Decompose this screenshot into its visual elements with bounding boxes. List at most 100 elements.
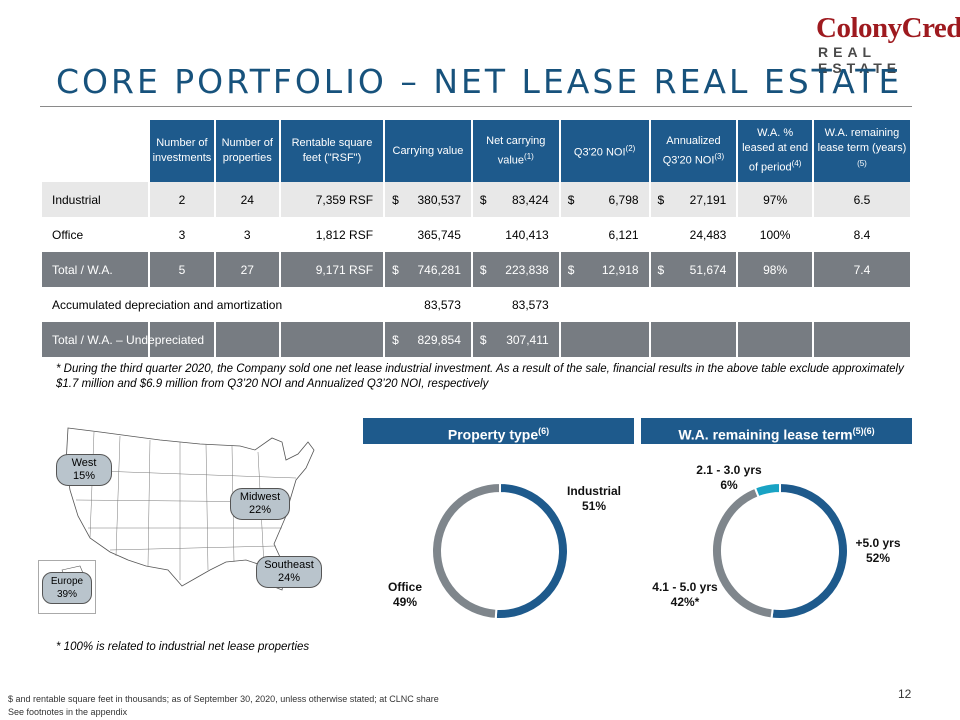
lease-term-slice-0 (770, 481, 849, 620)
table-header-row: Number of investments Number of propertie… (42, 120, 910, 182)
table-cell: 6,121 (561, 217, 649, 252)
table-cell: $51,674 (650, 252, 737, 287)
industrial-slice-value: 51% (581, 499, 607, 513)
table-cell: 1,812 RSF (281, 217, 383, 252)
row-label: Total / W.A. – Undepreciated (42, 322, 204, 357)
industrial-footnote: * 100% is related to industrial net leas… (56, 641, 310, 653)
table-cell (738, 287, 812, 322)
table-cell (215, 322, 279, 357)
lease-term-slice-1 (711, 486, 774, 620)
column-header-label: Carrying value (392, 144, 464, 157)
industrial-slice-name: Industrial (566, 484, 621, 498)
table-cell: 3 (150, 217, 213, 252)
region-west-label: West (71, 457, 97, 469)
table-body: Industrial 2 24 7,359 RSF $380,537 $83,424 $6,… (42, 182, 910, 357)
page-title: CORE PORTFOLIO – NET LEASE REAL ESTATE (56, 62, 903, 101)
cell-value: 307,411 (506, 332, 549, 347)
cell-value: 6,798 (608, 192, 639, 207)
lease-term-label-4-5: 4.1 - 5.0 yrs 42%* (652, 580, 718, 610)
cell-value: 98% (763, 262, 788, 277)
lease-2-3-name: 2.1 - 3.0 yrs (696, 463, 762, 477)
column-header: Carrying value (385, 120, 471, 182)
currency-symbol: $ (392, 332, 399, 347)
cell-value: 3 (178, 227, 186, 242)
table-row: Total / W.A. – Undepreciated $829,854 $307… (42, 322, 910, 357)
column-header-label: Number of investments (152, 137, 212, 164)
column-header-footnote: (1) (524, 151, 534, 161)
region-southeast-value: 24% (277, 572, 301, 584)
currency-symbol: $ (657, 262, 665, 277)
cell-value: 83,424 (511, 192, 549, 207)
currency-symbol: $ (479, 192, 487, 207)
lease-term-title: W.A. remaining lease term (678, 426, 853, 443)
lease-term-donut (711, 481, 849, 620)
cell-value: 223,838 (505, 262, 549, 277)
table-cell: $380,537 (385, 182, 471, 217)
region-europe-value: 39% (56, 589, 77, 600)
cell-value: 7.4 (853, 262, 871, 277)
table-cell (650, 322, 737, 357)
property-type-label-industrial: Industrial 51% (562, 484, 626, 514)
cell-value: 9,171 RSF (315, 262, 374, 277)
table-cell: 98% (738, 252, 812, 287)
table-cell: 6.5 (813, 182, 910, 217)
table-cell: 83,573 (385, 287, 471, 322)
cell-value: 3 (243, 227, 251, 242)
lease-term-label-5plus: +5.0 yrs 52% (850, 536, 906, 566)
table-cell: 140,413 (473, 217, 559, 252)
property-type-title-sup: (6) (538, 426, 550, 436)
header-blank-cell (42, 120, 148, 182)
table-cell: 24 (215, 182, 279, 217)
currency-symbol: $ (479, 332, 487, 347)
property-type-donut (431, 481, 569, 620)
currency-symbol: $ (392, 262, 399, 277)
cell-value: 5 (178, 262, 186, 277)
company-logo-text: ColonyCredit (816, 12, 960, 44)
table-cell (813, 322, 910, 357)
currency-symbol: $ (657, 192, 665, 207)
currency-symbol: $ (392, 192, 399, 207)
cell-value: 12,918 (601, 262, 639, 277)
cell-value: 27 (240, 262, 254, 277)
table-cell (560, 322, 649, 357)
sale-footnote: * During the third quarter 2020, the Com… (56, 363, 904, 390)
cell-value: 746,281 (417, 262, 461, 277)
lease-5plus-name: +5.0 yrs (855, 536, 901, 550)
footer-line-2: See footnotes in the appendix (8, 707, 128, 717)
region-midwest: Midwest 22% (230, 488, 290, 520)
cell-value: 83,573 (511, 297, 549, 312)
lease-term-label-2-3: 2.1 - 3.0 yrs 6% (694, 463, 764, 493)
table-row: Accumulated depreciation and amortizatio… (42, 287, 910, 322)
region-europe: Europe 39% (42, 572, 92, 604)
property-type-label-office: Office 49% (380, 580, 430, 610)
table-cell: 83,573 (473, 287, 559, 322)
lease-term-slice-2 (753, 481, 781, 499)
table-cell: 27 (215, 252, 279, 287)
cell-value: 51,674 (689, 262, 727, 277)
footer-line-1: $ and rentable square feet in thousands;… (8, 694, 439, 704)
cell-value: 100% (759, 227, 791, 242)
table-cell: 7.4 (813, 252, 910, 287)
table-cell (814, 287, 910, 322)
column-header-footnote: (4) (791, 159, 802, 169)
table-cell (281, 287, 383, 322)
table-cell: $307,411 (472, 322, 559, 357)
column-header: Number of properties (215, 120, 279, 182)
column-header: Annualized Q3'20 NOI(3) (650, 120, 737, 182)
page-footer: $ and rentable square feet in thousands;… (8, 693, 439, 719)
table-row: Industrial 2 24 7,359 RSF $380,537 $83,424 $6,… (42, 182, 910, 217)
region-midwest-label: Midwest (239, 491, 281, 503)
row-label: Accumulated depreciation and amortizatio… (52, 297, 283, 312)
cell-value: 24 (240, 192, 254, 207)
table-cell: 3 (216, 217, 279, 252)
cell-value: 97% (763, 192, 788, 207)
lease-4-5-value: 42%* (670, 595, 700, 609)
portfolio-table: Number of investments Number of propertie… (40, 120, 912, 357)
column-header-footnote: (2) (625, 144, 636, 154)
cell-value: 27,191 (689, 192, 727, 207)
table-cell: $83,424 (472, 182, 559, 217)
cell-value: 365,745 (417, 227, 461, 242)
table-cell (280, 322, 384, 357)
cell-value: 7,359 RSF (315, 192, 374, 207)
column-header-footnote: (5) (857, 159, 867, 169)
